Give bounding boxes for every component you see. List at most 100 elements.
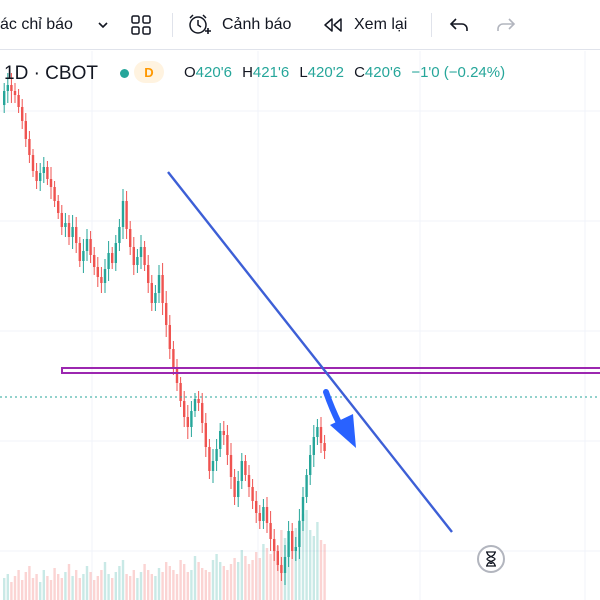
volume-bar [305, 510, 308, 600]
candle-body [251, 487, 254, 501]
candle-body [154, 293, 157, 303]
layouts-grid-icon[interactable] [130, 0, 152, 50]
candle-body [309, 455, 312, 475]
candle-body [244, 461, 247, 475]
down-arrow-shaft [323, 389, 342, 426]
volume-bar [229, 564, 233, 600]
candle-body [305, 475, 308, 497]
symbol-label[interactable]: 1D · CBOT [4, 63, 98, 84]
candle-body [269, 523, 272, 539]
candle-body [312, 437, 315, 455]
candle-body [39, 173, 42, 181]
candle-body [111, 253, 114, 263]
candle-body [165, 303, 168, 325]
replay-button[interactable]: Xem lại [322, 0, 407, 50]
interval-badge[interactable]: D [134, 61, 164, 83]
candle-body [157, 275, 161, 293]
volume-bar [215, 554, 218, 600]
volume-bar [301, 514, 305, 600]
candle-body [67, 223, 71, 237]
volume-bar [244, 556, 247, 600]
hourglass-icon[interactable] [477, 545, 505, 573]
indicators-button[interactable]: ác chỉ báo [0, 0, 73, 50]
volume-bar [319, 540, 323, 600]
volume-bar [39, 582, 42, 600]
candle-body [294, 547, 297, 551]
candle-body [31, 155, 35, 171]
toolbar-divider [172, 13, 173, 37]
volume-bar [67, 564, 71, 600]
undo-icon[interactable] [448, 0, 470, 50]
volume-bar [323, 544, 326, 600]
candle-body [316, 427, 319, 437]
candle-body [204, 423, 207, 447]
volume-bar [42, 570, 45, 600]
down-arrow [323, 389, 356, 448]
volume-bar [13, 576, 17, 600]
volume-bar [298, 520, 301, 600]
candle-body [114, 243, 117, 263]
volume-bar [6, 574, 9, 600]
candle-body [46, 167, 49, 179]
volume-bar [258, 558, 261, 600]
candle-body [150, 283, 153, 303]
volume-bar [147, 570, 150, 600]
volume-bar [161, 572, 164, 600]
candle-body [89, 239, 92, 255]
candle-body [53, 187, 56, 201]
candle-body [6, 85, 9, 91]
volume-bar [197, 562, 200, 600]
chart-pane[interactable] [0, 51, 600, 600]
volume-bar [49, 580, 53, 600]
chevron-down-icon[interactable] [96, 0, 110, 50]
candle-body [132, 247, 135, 265]
volume-bar [240, 550, 243, 600]
candle-body [161, 275, 164, 303]
volume-bar [75, 570, 78, 600]
replay-label: Xem lại [354, 16, 408, 33]
candle-body [17, 95, 20, 107]
candle-body [24, 121, 27, 139]
candle-body [49, 179, 53, 187]
volume-bar [276, 546, 279, 600]
candle-body [211, 461, 215, 471]
redo-icon[interactable] [495, 0, 517, 50]
volume-bar [71, 576, 74, 600]
volume-bar [57, 574, 60, 600]
candle-body [319, 427, 323, 443]
volume-bar [255, 552, 258, 600]
candle-body [186, 417, 189, 427]
volume-bar [132, 570, 135, 600]
candle-body [57, 201, 60, 213]
volume-bar [121, 560, 125, 600]
volume-bar [262, 544, 265, 600]
volume-bar [226, 570, 229, 600]
high-key: H [242, 64, 253, 81]
indicators-label: ác chỉ báo [0, 16, 73, 33]
low-value: 420'2 [307, 64, 344, 81]
volume-bar [85, 566, 89, 600]
candle-body [3, 91, 6, 105]
candle-body [143, 247, 146, 265]
top-toolbar: ác chỉ báo Cảnh báo [0, 0, 600, 50]
candle-body [93, 255, 96, 267]
candle-body [298, 521, 301, 547]
volume-bar [3, 578, 6, 600]
candle-body [222, 431, 225, 435]
candle-body [42, 167, 45, 173]
volume-bar [21, 580, 24, 600]
volume-bar [10, 582, 13, 600]
alert-button[interactable]: Cảnh báo [186, 0, 291, 50]
candle-body [118, 227, 121, 243]
candle-body [71, 227, 74, 237]
candle-body [301, 497, 305, 521]
candle-body [136, 257, 139, 265]
alarm-clock-plus-icon [186, 12, 212, 38]
volume-bar [247, 564, 251, 600]
chart-canvas[interactable] [0, 51, 600, 600]
volume-bar [35, 574, 38, 600]
volume-bar [183, 564, 186, 600]
open-key: O [184, 64, 196, 81]
volume-bar [172, 570, 175, 600]
candle-body [21, 107, 24, 121]
